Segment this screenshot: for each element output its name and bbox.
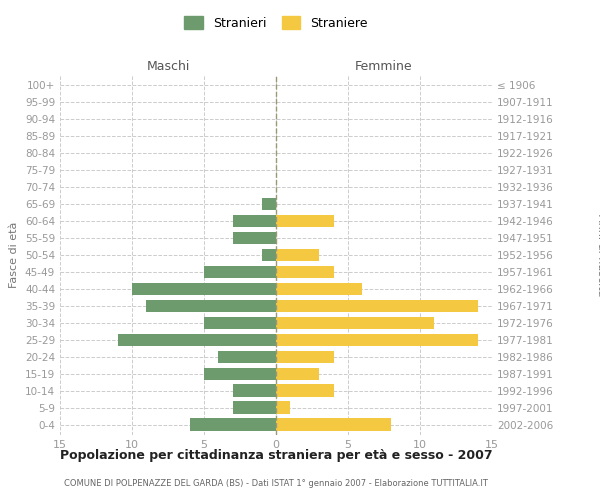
Text: Maschi: Maschi: [146, 60, 190, 74]
Bar: [276, 282, 362, 296]
Bar: [204, 368, 276, 380]
Bar: [276, 266, 334, 278]
Bar: [190, 418, 276, 431]
Bar: [204, 316, 276, 330]
Y-axis label: Anni di nascita: Anni di nascita: [596, 214, 600, 296]
Bar: [118, 334, 276, 346]
Bar: [276, 300, 478, 312]
Bar: [276, 316, 434, 330]
Bar: [276, 402, 290, 414]
Bar: [276, 350, 334, 364]
Bar: [276, 214, 334, 228]
Bar: [233, 214, 276, 228]
Bar: [146, 300, 276, 312]
Text: Femmine: Femmine: [355, 60, 413, 74]
Bar: [132, 282, 276, 296]
Bar: [204, 266, 276, 278]
Bar: [233, 232, 276, 244]
Bar: [276, 384, 334, 397]
Bar: [233, 384, 276, 397]
Legend: Stranieri, Straniere: Stranieri, Straniere: [184, 16, 368, 30]
Bar: [262, 248, 276, 262]
Bar: [233, 402, 276, 414]
Text: COMUNE DI POLPENAZZE DEL GARDA (BS) - Dati ISTAT 1° gennaio 2007 - Elaborazione : COMUNE DI POLPENAZZE DEL GARDA (BS) - Da…: [64, 478, 488, 488]
Bar: [262, 198, 276, 210]
Bar: [276, 418, 391, 431]
Bar: [276, 248, 319, 262]
Y-axis label: Fasce di età: Fasce di età: [10, 222, 19, 288]
Bar: [276, 368, 319, 380]
Bar: [218, 350, 276, 364]
Text: Popolazione per cittadinanza straniera per età e sesso - 2007: Popolazione per cittadinanza straniera p…: [59, 450, 493, 462]
Bar: [276, 334, 478, 346]
